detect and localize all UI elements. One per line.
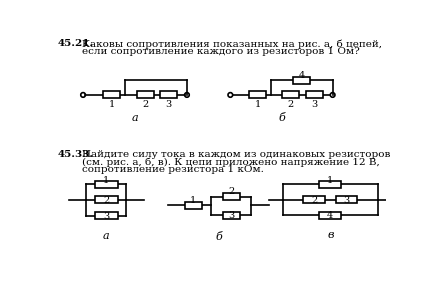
Bar: [103, 91, 120, 98]
Text: б: б: [215, 232, 222, 242]
Text: Каковы сопротивления показанных на рис. а, б цепей,: Каковы сопротивления показанных на рис. …: [82, 40, 381, 49]
Bar: [293, 77, 310, 84]
Text: если сопротивление каждого из резисторов 1 Ом?: если сопротивление каждого из резисторов…: [82, 47, 359, 56]
Text: а: а: [103, 231, 110, 241]
Bar: [95, 196, 118, 203]
Text: сопротивление резистора 1 кОм.: сопротивление резистора 1 кОм.: [82, 165, 263, 174]
Text: в: в: [327, 230, 334, 241]
Bar: [160, 91, 177, 98]
Text: 2: 2: [103, 196, 109, 205]
Text: 45.33.: 45.33.: [57, 150, 94, 159]
Text: Найдите силу тока в каждом из одинаковых резисторов: Найдите силу тока в каждом из одинаковых…: [82, 150, 390, 159]
Bar: [95, 181, 118, 188]
Text: 2: 2: [311, 196, 317, 205]
Text: 1: 1: [327, 176, 333, 185]
Text: (см. рис. а, б, в). К цепи приложено напряжение 12 В,: (см. рис. а, б, в). К цепи приложено нап…: [82, 157, 379, 167]
Text: 1: 1: [254, 100, 260, 109]
Text: 1: 1: [109, 100, 115, 109]
Text: 2: 2: [142, 100, 148, 109]
Text: 3: 3: [343, 196, 350, 205]
Text: б: б: [278, 113, 285, 124]
Bar: [223, 193, 240, 200]
Bar: [249, 91, 266, 98]
Bar: [223, 211, 240, 219]
Text: 2: 2: [228, 187, 234, 196]
Text: 3: 3: [103, 212, 109, 221]
Text: 2: 2: [288, 100, 294, 109]
Bar: [303, 196, 325, 203]
Bar: [305, 91, 323, 98]
Text: а: а: [132, 113, 138, 124]
Text: 1: 1: [190, 196, 196, 205]
Text: 4: 4: [327, 211, 333, 220]
Bar: [184, 202, 202, 208]
Text: 45.21.: 45.21.: [57, 40, 94, 48]
Bar: [95, 212, 118, 219]
Bar: [282, 91, 299, 98]
Text: 4: 4: [299, 71, 305, 80]
Bar: [320, 211, 341, 219]
Text: 3: 3: [228, 211, 234, 220]
Bar: [136, 91, 154, 98]
Text: 3: 3: [165, 100, 172, 109]
Bar: [320, 181, 341, 188]
Text: 3: 3: [311, 100, 317, 109]
Bar: [335, 196, 357, 203]
Text: 1: 1: [103, 176, 109, 185]
